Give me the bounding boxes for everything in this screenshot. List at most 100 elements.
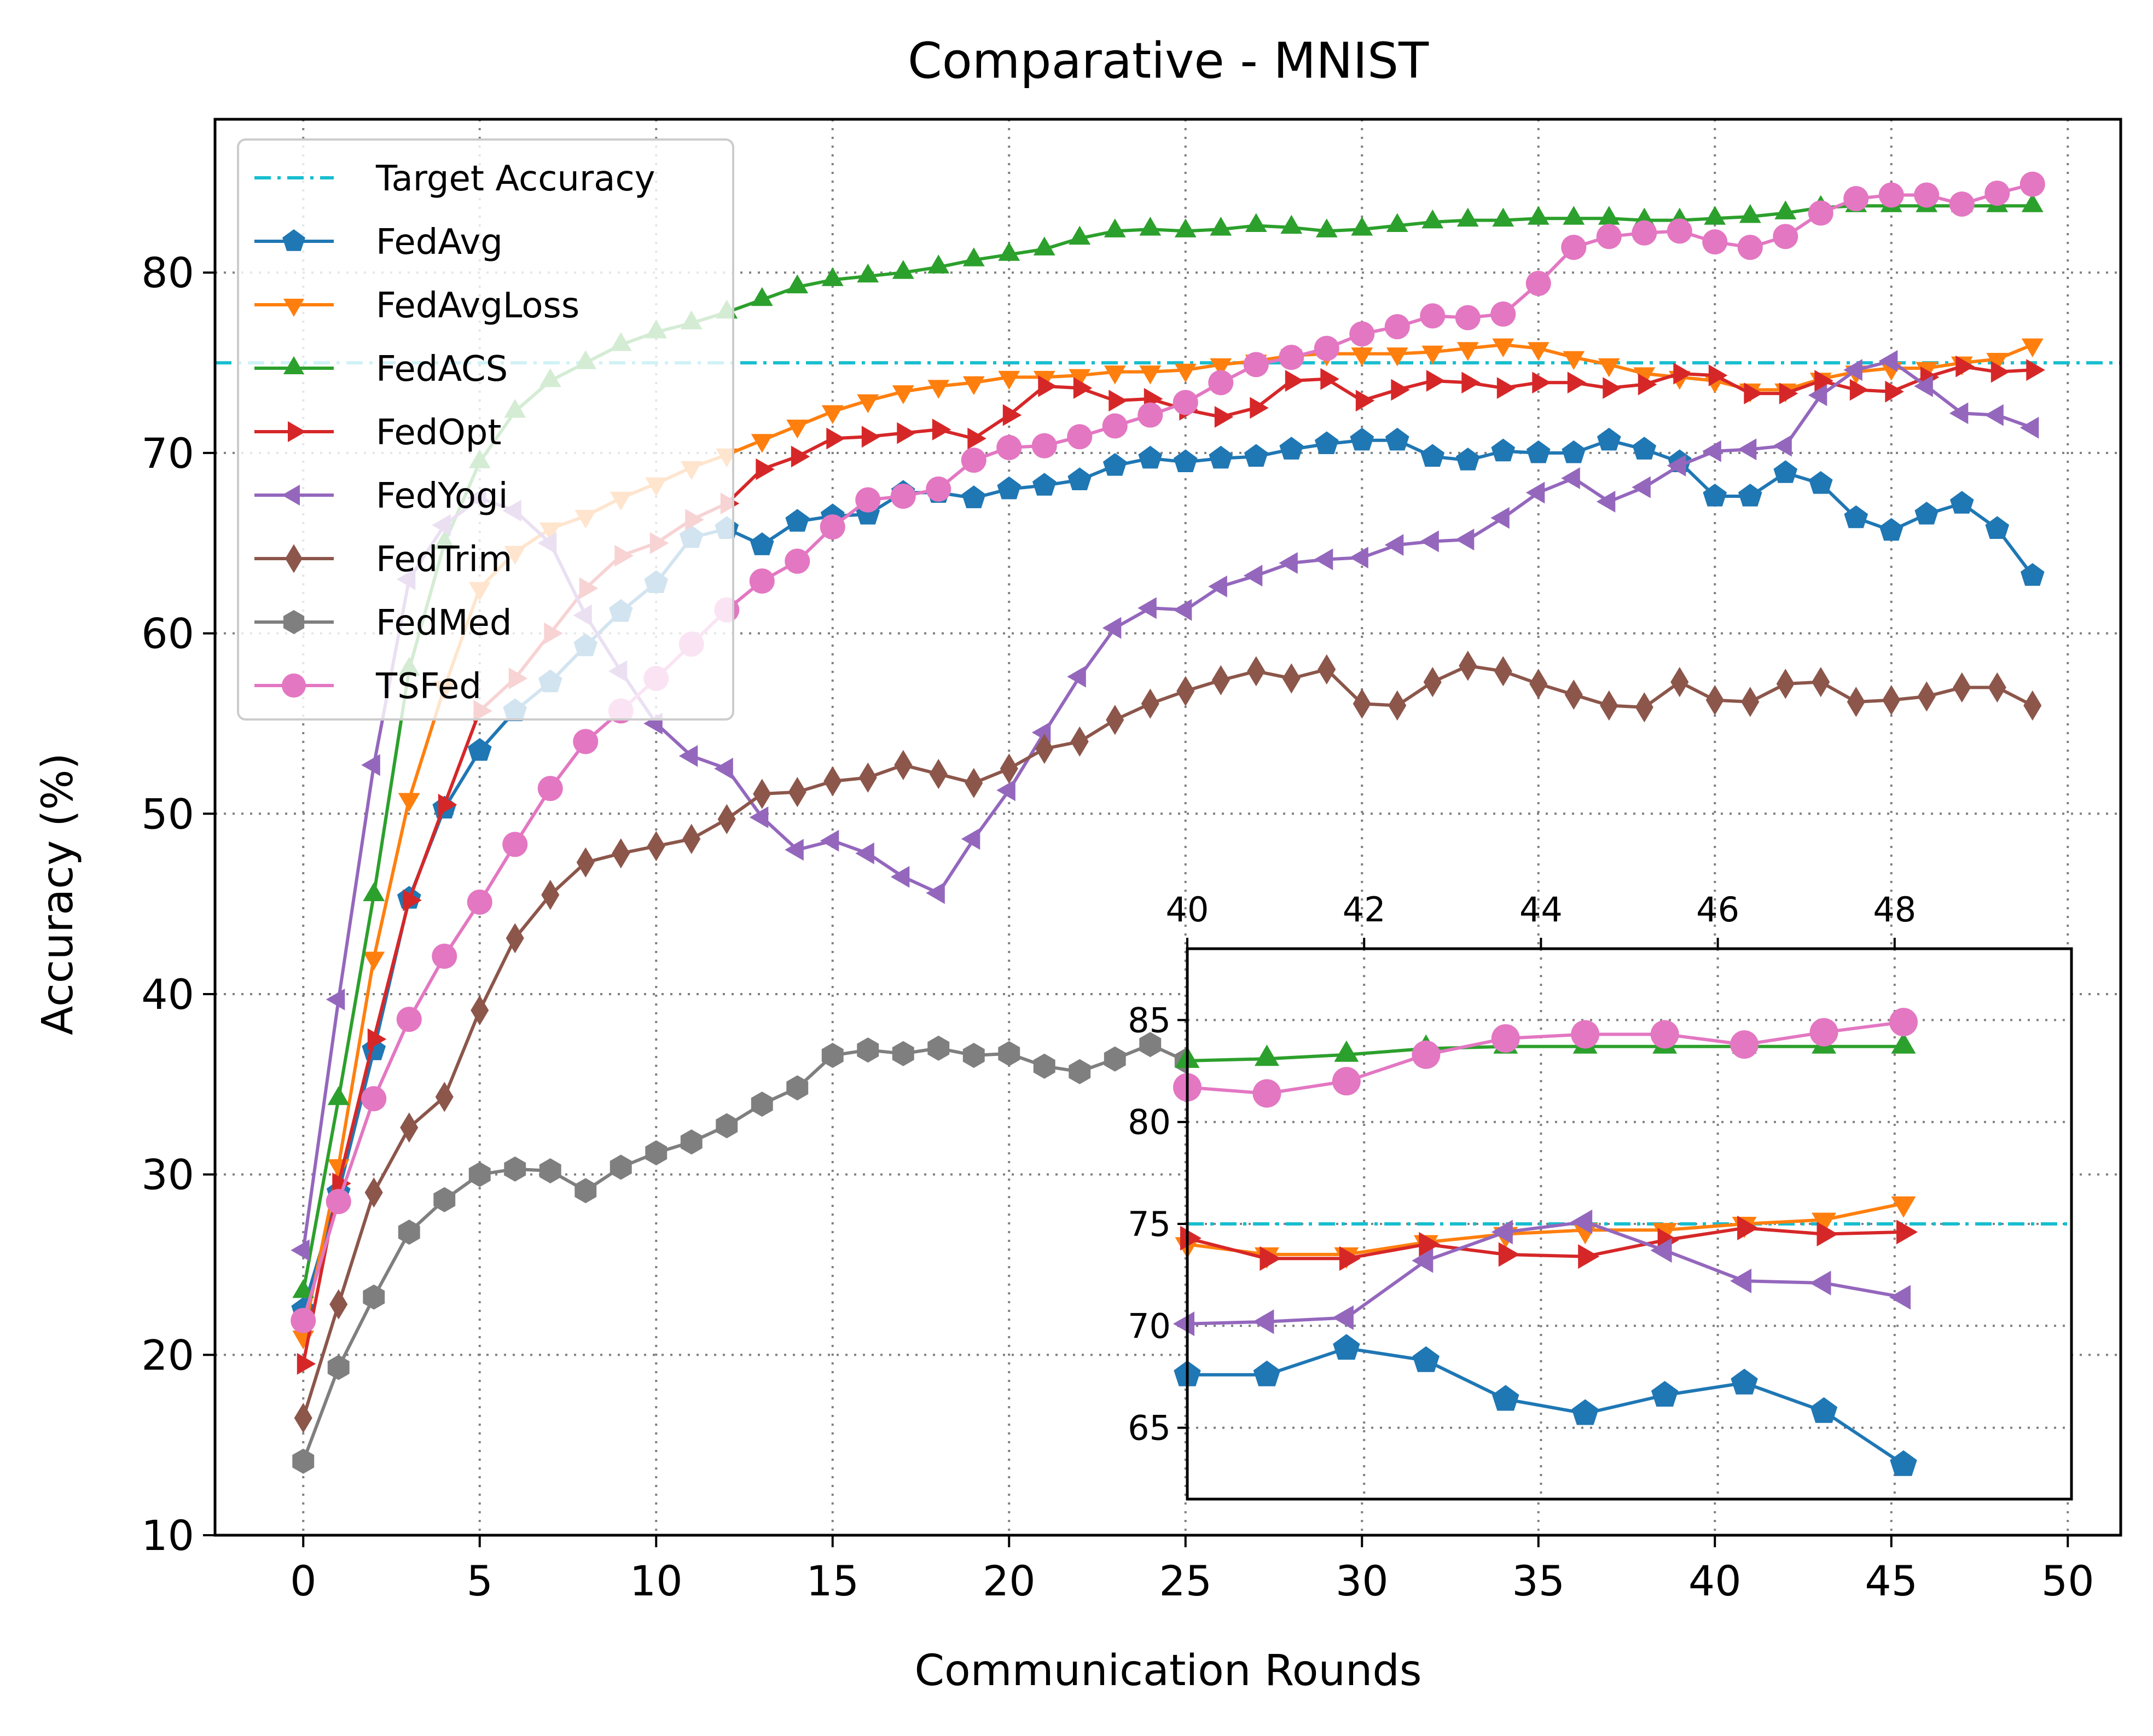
tsfed-point: [1420, 303, 1446, 329]
fedtrim-point: [506, 923, 524, 954]
inset-x-tick-label: 42: [1343, 890, 1386, 930]
fedtrim-point: [1847, 687, 1865, 717]
fedtrim-point: [1812, 667, 1830, 698]
fedopt-point: [1779, 382, 1798, 404]
fedopt-point: [791, 445, 810, 468]
legend-item-fedacs: FedACS: [254, 349, 508, 390]
tsfed-point: [855, 487, 881, 513]
fedavg-point: [467, 738, 492, 761]
fedavg-point: [1067, 467, 1092, 490]
fedmed-point: [468, 1162, 491, 1187]
fedmed-point: [645, 1140, 668, 1166]
inset-tsfed-line: [1187, 1020, 1904, 1095]
fedyogi-point: [1243, 565, 1263, 587]
fedopt-point: [1355, 390, 1375, 412]
fedacs-point: [292, 1279, 315, 1298]
tsfed-point: [537, 776, 563, 802]
fedtrim-point: [1917, 681, 1936, 712]
inset-fedavg-line: [1187, 1346, 1905, 1466]
x-tick-label: 40: [1688, 1557, 1742, 1605]
fedacs-point: [1104, 218, 1126, 237]
inset-fedopt-point: [1339, 1246, 1361, 1271]
inset-tsfed-point: [1650, 1020, 1679, 1049]
tsfed-point: [1525, 271, 1551, 297]
fedopt-point: [1532, 371, 1551, 394]
inset-tsfed-point: [1332, 1067, 1361, 1096]
fedacs-point: [1315, 218, 1338, 237]
y-axis-label: Accuracy (%): [33, 753, 83, 1035]
inset-tsfed-point: [1252, 1079, 1281, 1108]
inset-tsfed-point: [1889, 1008, 1918, 1037]
fedavgloss-point: [1210, 358, 1232, 378]
fedacs-point: [1421, 209, 1444, 229]
tsfed-point: [396, 1007, 422, 1032]
fedtrim-point: [1882, 685, 1901, 716]
legend-label: FedTrim: [376, 539, 512, 580]
inset-y-tick-label: 80: [1128, 1102, 1171, 1142]
fedopt-point: [1214, 406, 1234, 428]
legend-marker: [282, 484, 300, 506]
fedacs-point: [1704, 206, 1726, 225]
fedyogi-point: [820, 829, 839, 852]
tsfed-point: [1878, 182, 1904, 208]
legend-marker: [283, 299, 305, 317]
y-tick-label: 20: [141, 1331, 194, 1379]
fedtrim-point: [1741, 687, 1760, 717]
fedavgloss-point: [2021, 338, 2044, 358]
tsfed-point: [890, 484, 916, 509]
legend-item-fedavgloss: FedAvgLoss: [254, 286, 579, 326]
fedtrim-point: [1211, 665, 1230, 695]
fedopt-point: [967, 427, 986, 450]
fedopt-point: [1849, 379, 1869, 401]
fedacs-point: [1210, 217, 1232, 236]
tsfed-point: [1208, 370, 1234, 396]
fedopt-point: [1708, 364, 1728, 387]
tsfed-point: [1808, 200, 1833, 226]
fedtrim-point: [1070, 726, 1089, 757]
tsfed-point: [1914, 182, 1940, 208]
fedavgloss-point: [1492, 338, 1514, 358]
fedavg-point: [2020, 563, 2045, 586]
legend-label: FedAvgLoss: [376, 286, 579, 326]
fedacs-point: [786, 274, 809, 294]
inset-tsfed-point: [1412, 1040, 1441, 1069]
legend-item-fedtrim: FedTrim: [254, 539, 512, 580]
inset-tsfed-point: [1491, 1024, 1520, 1053]
tsfed-point: [1067, 424, 1093, 450]
tsfed-point: [1561, 235, 1587, 260]
fedyogi-point: [1420, 530, 1439, 553]
fedavg-point: [1985, 516, 2010, 539]
fedyogi-point: [1843, 359, 1862, 381]
legend-item-fedyogi: FedYogi: [254, 476, 508, 516]
fedacs-point: [998, 242, 1020, 261]
fedavgloss-point: [962, 376, 985, 396]
fedavgloss-point: [1456, 342, 1479, 361]
fedavg-point: [1844, 505, 1868, 529]
fedtrim-point: [1282, 663, 1301, 694]
fedacs-point: [821, 267, 844, 286]
y-tick-label: 80: [141, 248, 194, 297]
fedacs-point: [2021, 193, 2044, 212]
fedyogi-point: [361, 754, 380, 776]
tsfed-point: [1279, 345, 1304, 370]
fedavgloss-point: [398, 793, 420, 812]
legend-item-target-accuracy: Target Accuracy: [254, 159, 655, 199]
legend-marker: [283, 610, 305, 634]
fedyogi-point: [326, 988, 345, 1011]
fedyogi-point: [1984, 404, 2004, 426]
fedyogi-point: [785, 839, 804, 861]
inset-fedavg-point: [1890, 1450, 1917, 1476]
fedacs-point: [1598, 206, 1620, 225]
inset-fedyogi-line: [1187, 1220, 1904, 1326]
fedtrim-point: [647, 831, 665, 862]
inset-fedopt-point: [1498, 1242, 1520, 1267]
fedavgloss-point: [363, 951, 385, 971]
fedmed-point: [716, 1113, 738, 1139]
fedyogi-point: [1173, 599, 1192, 621]
fedavgloss-point: [927, 380, 950, 399]
fedavgloss-point: [1527, 342, 1550, 361]
inset-fedavgloss-point: [1891, 1196, 1916, 1218]
fedyogi-point: [1808, 384, 1827, 407]
tsfed-point: [926, 476, 951, 502]
fedavg-point: [1244, 444, 1268, 467]
